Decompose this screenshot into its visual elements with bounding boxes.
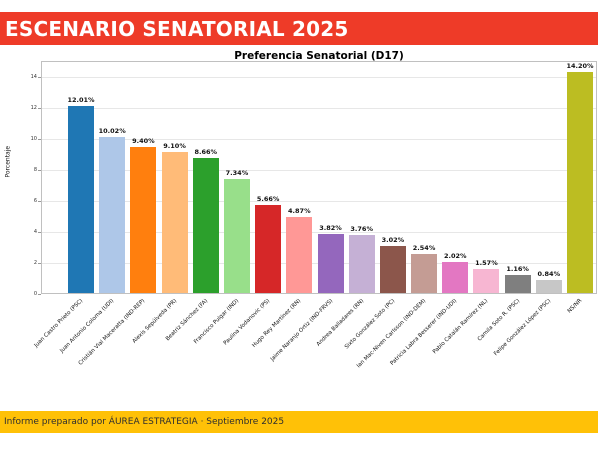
bar-16 [535,279,562,293]
bar-value-label: 12.01% [67,96,95,105]
bar-chart-figure: Preferencia Senatorial (D17) Porcentaje … [0,48,600,408]
bar-2 [99,137,126,293]
bar-value-label: 3.76% [350,224,373,233]
y-tick-label: 4 [33,228,37,235]
bar-9 [317,233,344,293]
bar-3 [130,147,157,293]
y-tick-label: 6 [33,197,37,204]
y-tick-label: 12 [30,104,37,111]
header-banner: ESCENARIO SENATORIAL 2025 [0,12,598,45]
bar-value-label: 2.54% [412,243,436,252]
bar-value-label: 1.57% [475,258,498,267]
bar-value-label: 1.16% [506,264,529,273]
plot-area: 12.01% 10.02% 9.40% 9.10% 8.66% 7.34% 5.66% 4.8… [41,61,597,294]
y-tick-mark [38,200,41,202]
y-tick-mark [38,169,41,171]
chart-title: Preferencia Senatorial (D17) [234,50,404,62]
bar-value-label: 14.20% [566,62,594,71]
y-tick-mark [38,231,41,233]
report-title: ESCENARIO SENATORIAL 2025 [5,16,349,41]
gridline [42,139,596,141]
gridline [42,108,596,110]
bar-15 [504,274,531,293]
y-tick-mark [38,138,41,140]
bar-5 [192,158,219,293]
bar-11 [379,246,406,293]
y-tick-mark [38,294,41,295]
y-tick-label: 8 [33,166,37,173]
bar-17 [567,72,593,293]
y-tick-mark [38,107,41,109]
bar-value-label: 3.82% [319,223,342,232]
bar-value-label: 4.87% [288,207,311,216]
bar-1 [68,106,94,293]
bar-4 [161,151,188,293]
bar-7 [255,205,282,293]
y-tick-label: 2 [33,259,37,266]
y-tick-mark [38,76,41,78]
gridline [42,232,596,234]
bar-value-label: 7.34% [225,169,249,177]
y-tick-label: 0 [33,291,37,297]
bar-value-label: 9.10% [163,141,186,150]
gridline [42,201,596,203]
y-tick-mark [38,262,41,264]
bar-value-label: 9.40% [132,137,155,145]
bar-12 [411,253,438,293]
gridline [42,77,596,79]
bar-value-label: 10.02% [98,127,126,136]
bar-value-label: 5.66% [256,195,280,204]
bar-8 [286,217,313,293]
bar-10 [348,234,375,293]
bar-14 [473,268,500,293]
bar-value-label: 3.02% [381,236,405,245]
bar-value-label: 0.84% [537,269,561,278]
bar-value-label: 8.66% [194,148,218,157]
gridline [42,170,596,172]
bar-6 [223,179,250,293]
footer-banner: Informe preparado por ÁUREA ESTRATEGIA ·… [0,411,598,433]
y-tick-label: 10 [30,135,37,142]
y-tick-label: 14 [30,73,37,80]
bar-value-label: 2.02% [443,251,467,260]
footer-text: Informe preparado por ÁUREA ESTRATEGIA ·… [4,417,285,427]
bar-13 [442,261,469,293]
